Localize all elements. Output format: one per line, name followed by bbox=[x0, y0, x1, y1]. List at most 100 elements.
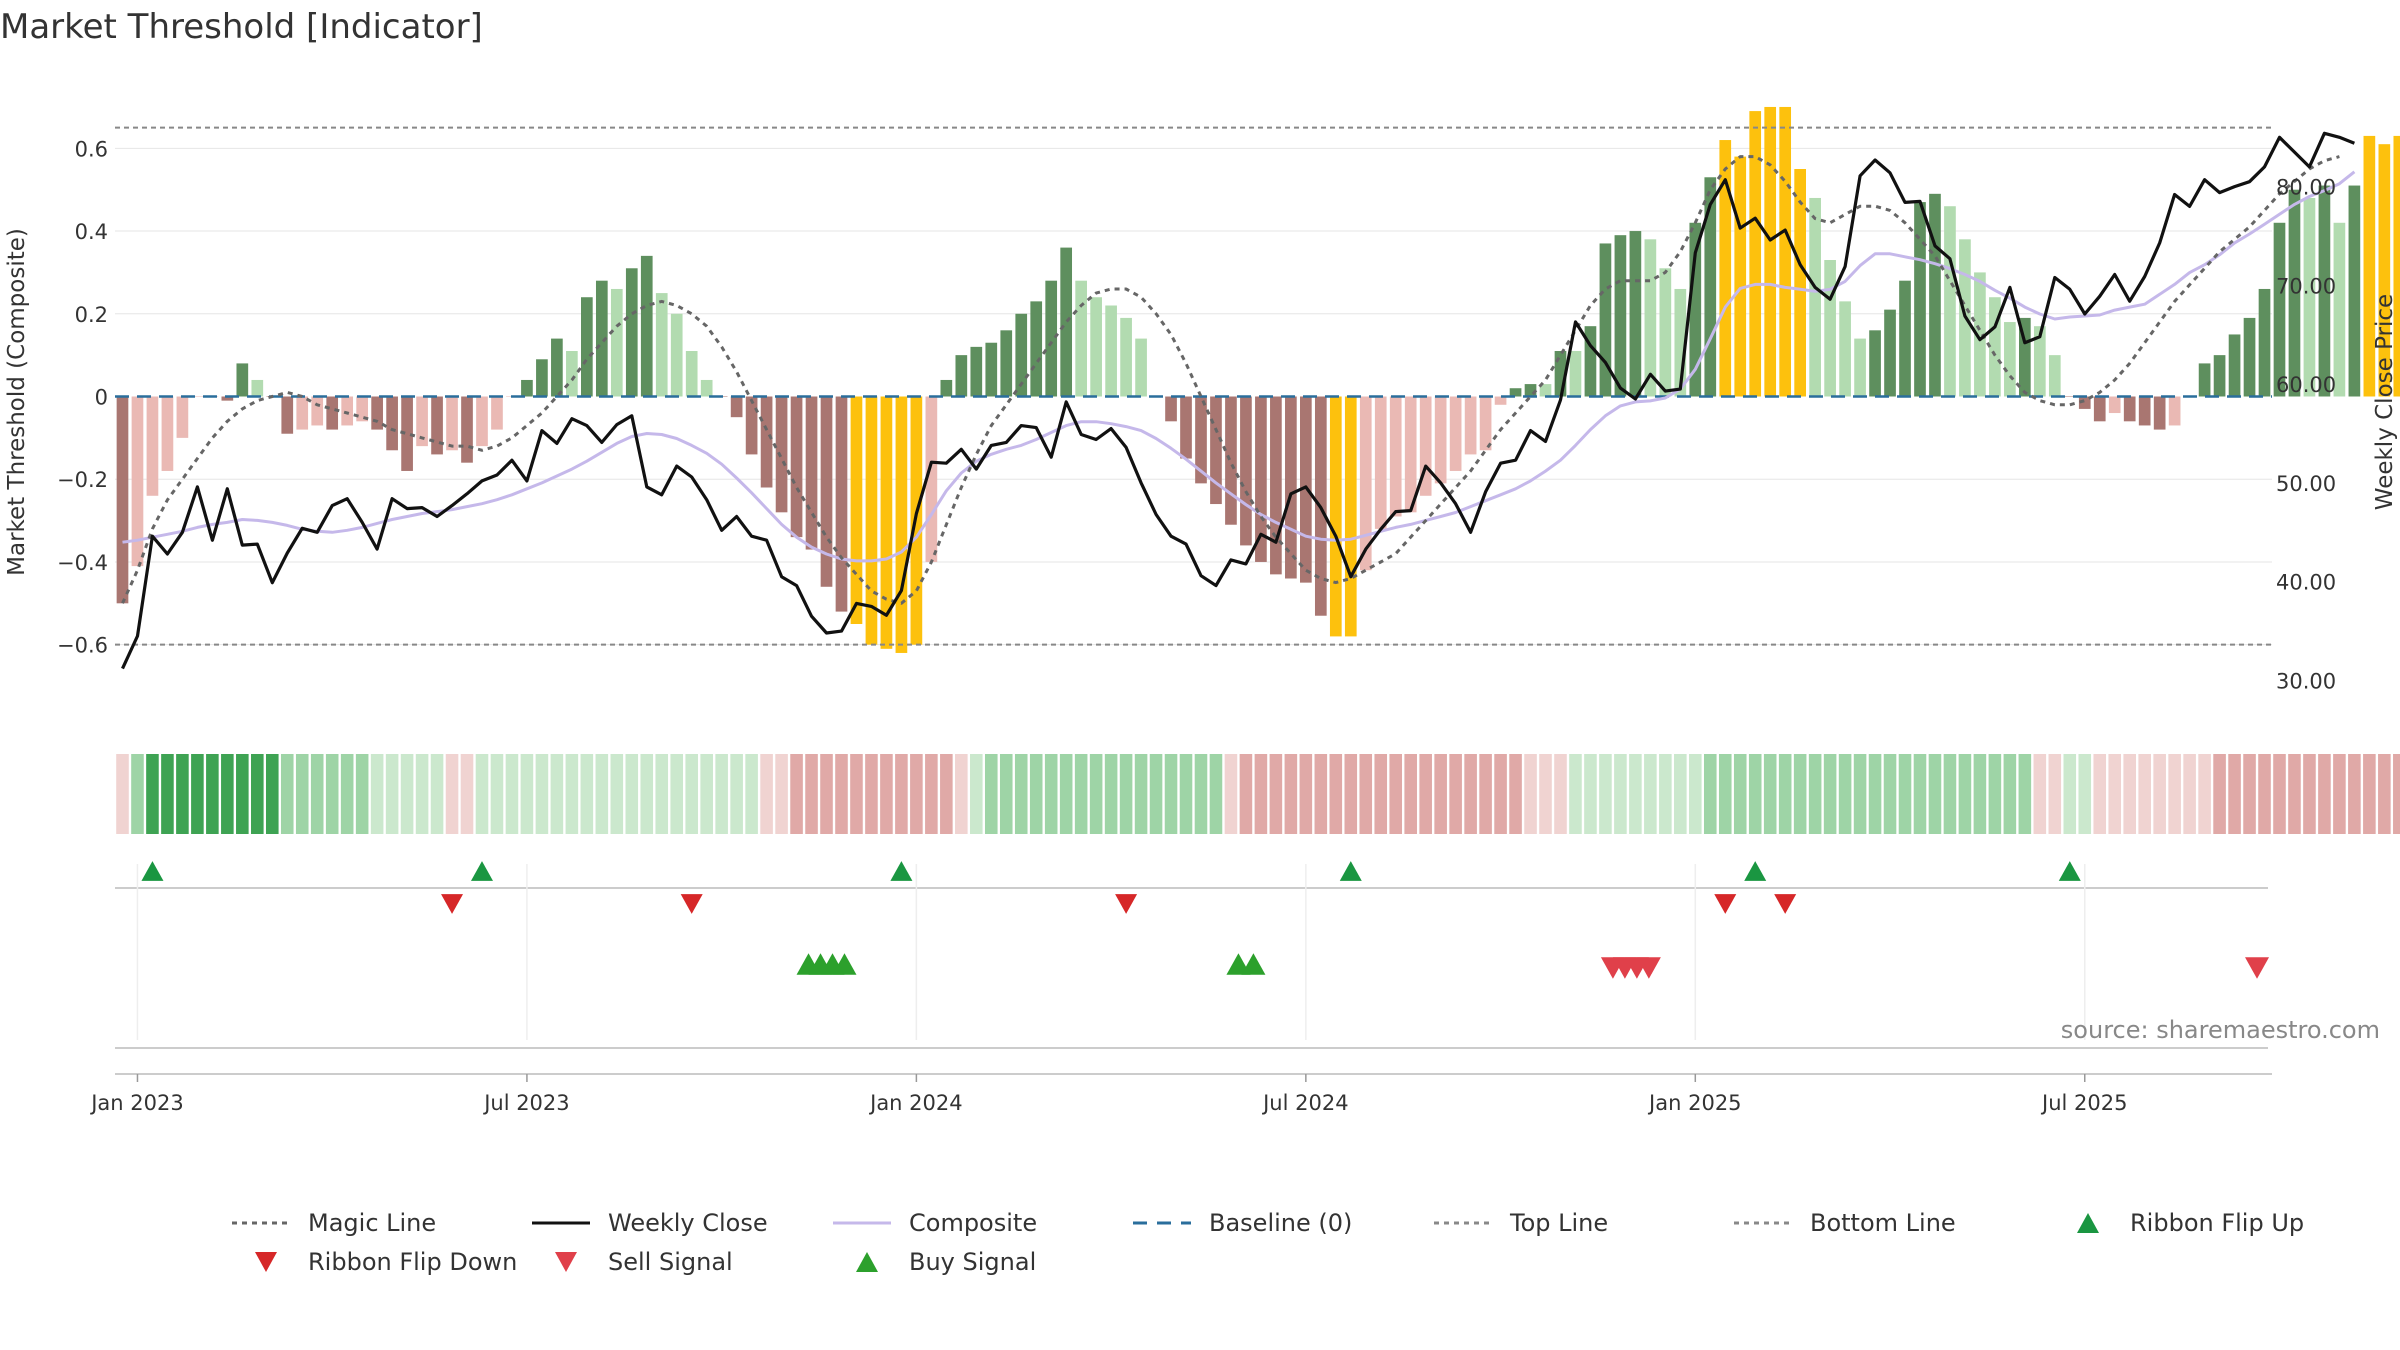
y-tick-right: 30.00 bbox=[2276, 669, 2336, 693]
ribbon-cell bbox=[2093, 754, 2107, 834]
ribbon-cell bbox=[1614, 754, 1627, 834]
composite-bar bbox=[2213, 355, 2226, 397]
ribbon-flip-up-marker bbox=[1744, 861, 1767, 881]
ribbon-cell bbox=[1254, 754, 1268, 834]
ribbon-cell bbox=[565, 754, 579, 834]
ribbon-cell bbox=[1269, 754, 1283, 834]
composite-bar bbox=[1210, 396, 1222, 505]
ribbon-cell bbox=[835, 754, 848, 834]
composite-bar bbox=[551, 338, 563, 397]
composite-bar bbox=[2303, 197, 2316, 397]
ribbon-flip-up-marker bbox=[470, 861, 493, 881]
buy-signal-marker bbox=[1241, 953, 1266, 975]
ribbon-cell bbox=[2108, 754, 2122, 834]
ribbon-cell bbox=[1569, 754, 1582, 834]
ribbon-cell bbox=[1823, 754, 1837, 834]
ribbon-cell bbox=[1404, 754, 1417, 834]
composite-bar bbox=[461, 396, 473, 463]
composite-bar bbox=[685, 351, 698, 397]
ribbon-cell bbox=[1748, 754, 1762, 834]
composite-bar bbox=[1135, 338, 1147, 397]
source-note: source: sharemaestro.com bbox=[2061, 1016, 2380, 1044]
ribbon-cell bbox=[805, 754, 818, 834]
composite-bar bbox=[850, 396, 863, 624]
ribbon-flip-down-marker bbox=[680, 894, 703, 914]
ribbon-cell bbox=[460, 754, 474, 834]
y-tick-right: 50.00 bbox=[2276, 472, 2336, 496]
sell-signal-marker bbox=[1636, 957, 1661, 979]
ribbon-cell bbox=[1464, 754, 1477, 834]
ribbon-cell bbox=[2363, 754, 2376, 834]
ribbon-cell bbox=[910, 754, 923, 834]
composite-bar bbox=[1075, 280, 1087, 397]
ribbon-cell bbox=[1853, 754, 1867, 834]
legend-label: Weekly Close bbox=[608, 1209, 768, 1237]
composite-bar bbox=[2348, 185, 2361, 397]
legend-label: Sell Signal bbox=[608, 1248, 733, 1276]
ribbon-cell bbox=[1449, 754, 1462, 834]
ribbon-cell bbox=[1599, 754, 1612, 834]
legend-label: Top Line bbox=[1509, 1209, 1608, 1237]
composite-bar bbox=[2393, 135, 2400, 397]
legend-symbol bbox=[555, 1252, 577, 1272]
composite-bar bbox=[1539, 384, 1552, 397]
legend-label: Buy Signal bbox=[909, 1248, 1036, 1276]
ribbon-cell bbox=[1104, 754, 1118, 834]
composite-bar bbox=[326, 396, 339, 430]
composite-bar bbox=[341, 396, 354, 426]
magic-line bbox=[121, 155, 2340, 605]
ribbon-cell bbox=[1179, 754, 1193, 834]
composite-bar bbox=[1689, 222, 1702, 397]
ribbon-cell bbox=[865, 754, 878, 834]
ribbon-cell bbox=[2243, 754, 2256, 834]
ribbon-cell bbox=[1793, 754, 1807, 834]
ribbon-cell bbox=[1014, 754, 1028, 834]
ribbon-cell bbox=[1524, 754, 1537, 834]
ribbon-cell bbox=[2318, 754, 2331, 834]
ribbon-cell bbox=[2228, 754, 2241, 834]
ribbon-cell bbox=[505, 754, 519, 834]
composite-bar bbox=[760, 396, 773, 488]
composite-bar bbox=[1809, 197, 1821, 397]
composite-bar bbox=[595, 280, 608, 397]
composite-bar bbox=[790, 396, 803, 538]
composite-bar bbox=[176, 396, 189, 438]
composite-bar bbox=[2063, 396, 2076, 397]
composite-bar bbox=[835, 396, 848, 612]
ribbon-cell bbox=[685, 754, 698, 834]
composite-bar bbox=[1404, 396, 1417, 513]
ribbon-cell bbox=[1164, 754, 1178, 834]
composite-bar bbox=[745, 396, 758, 455]
ribbon-cell bbox=[221, 754, 234, 834]
composite-bar bbox=[1060, 247, 1073, 397]
composite-bar bbox=[1779, 106, 1792, 397]
y-axis-label-right: Weekly Close Price bbox=[2372, 294, 2398, 510]
composite-bar bbox=[940, 379, 953, 397]
composite-bar bbox=[1180, 396, 1192, 459]
composite-bar bbox=[1944, 206, 1956, 397]
ribbon-cell bbox=[325, 754, 339, 834]
composite-bar bbox=[1644, 239, 1657, 397]
composite-bar bbox=[1899, 280, 1911, 397]
ribbon-cell bbox=[2213, 754, 2226, 834]
composite-bar bbox=[925, 396, 938, 562]
ribbon-cell bbox=[1059, 754, 1073, 834]
composite-bar bbox=[1285, 396, 1297, 579]
ribbon-flip-up-marker bbox=[2058, 861, 2081, 881]
ribbon-cell bbox=[340, 754, 354, 834]
ribbon-cell bbox=[1299, 754, 1313, 834]
ribbon-cell bbox=[131, 754, 144, 834]
signal-markers bbox=[115, 861, 2270, 1049]
ribbon-cell bbox=[1239, 754, 1253, 834]
ribbon-cell bbox=[1329, 754, 1343, 834]
composite-bar bbox=[670, 313, 683, 397]
ribbon-cell bbox=[400, 754, 414, 834]
ribbon-cell bbox=[161, 754, 174, 834]
legend-label: Bottom Line bbox=[1810, 1209, 1956, 1237]
ribbon-flip-down-marker bbox=[1714, 894, 1737, 914]
composite-bar bbox=[251, 379, 264, 397]
composite-bar bbox=[1090, 297, 1102, 397]
ribbon-cell bbox=[1808, 754, 1822, 834]
composite-bar bbox=[955, 355, 968, 397]
ribbon-cell bbox=[970, 754, 983, 834]
